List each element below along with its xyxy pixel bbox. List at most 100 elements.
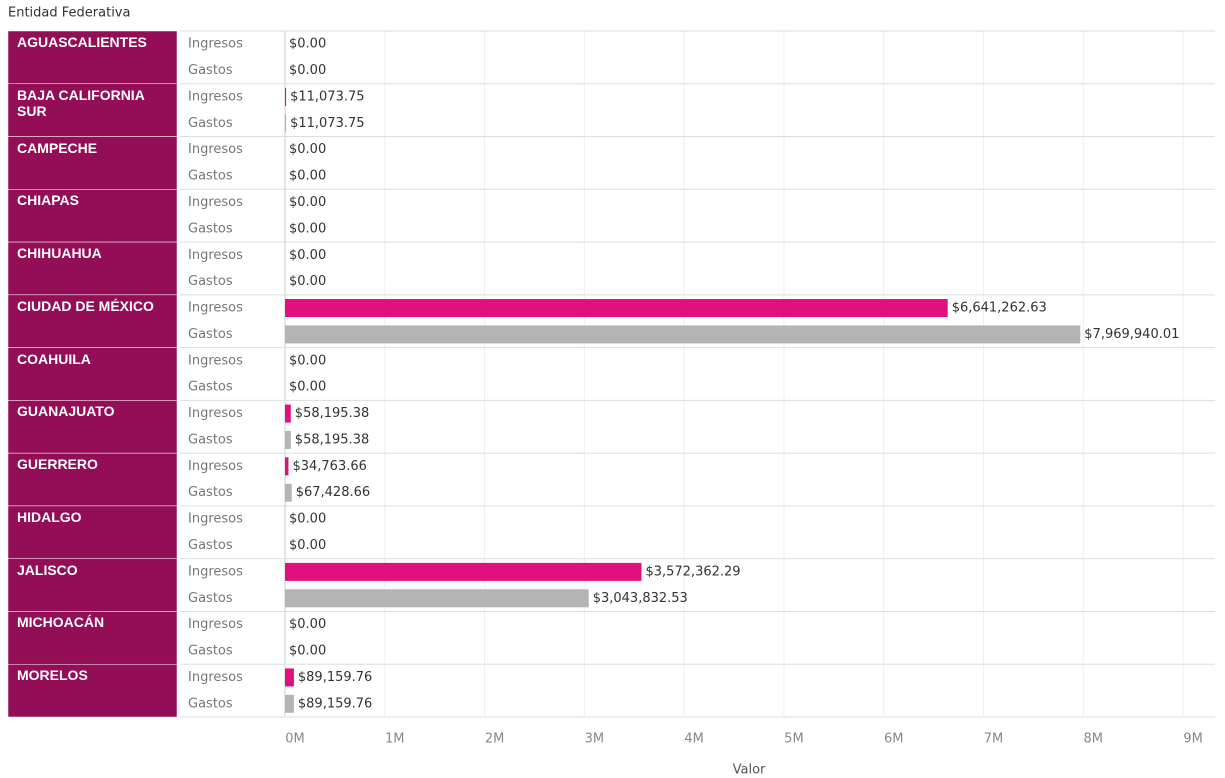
category-label: JALISCO [17,561,78,578]
header: Entidad Federativa [8,6,130,21]
category-label-box: BAJA CALIFORNIA SUR [17,86,145,119]
series-label: Gastos [188,538,233,553]
bar [285,325,1081,344]
value-label: $0.00 [289,195,326,210]
value-label: $11,073.75 [290,89,364,104]
category-label-box: CHIAPAS [17,192,79,209]
category-label: CHIHUAHUA [17,245,102,262]
category-cell [7,83,178,137]
series-label: Ingresos [188,406,243,421]
series-label: Ingresos [188,301,243,316]
value-label: $58,195.38 [295,432,369,447]
bar [285,457,289,476]
category-label-box: JALISCO [17,561,78,578]
value-label: $11,073.75 [290,116,364,131]
bar [285,694,294,713]
series-label: Gastos [188,63,233,78]
category-cell [7,136,178,190]
category-label-box: COAHUILA [17,350,91,367]
value-label: $0.00 [289,248,326,263]
series-label: Gastos [188,327,233,342]
category-label-box: MORELOS [17,667,88,684]
series-label: Ingresos [188,248,243,263]
category-cell [7,400,178,454]
category-label: GUANAJUATO [17,403,115,420]
x-tick-label: 8M [1084,732,1104,747]
x-tick-label: 5M [784,732,804,747]
bar [285,483,292,502]
series-label: Gastos [188,221,233,236]
category-label: CHIAPAS [17,192,79,209]
bar [285,430,291,449]
value-label: $0.00 [289,221,326,236]
category-label-box: GUERRERO [17,456,98,473]
value-label: $0.00 [289,169,326,184]
bar [285,114,287,133]
value-label: $0.00 [289,274,326,289]
value-label: $89,159.76 [298,696,372,711]
value-label: $3,572,362.29 [645,564,740,579]
value-label: $58,195.38 [295,406,369,421]
category-label-box: MICHOACÁN [17,614,104,630]
value-label: $6,641,262.63 [952,301,1047,316]
x-axis-label: Valor [733,763,766,778]
category-label: CIUDAD DE MÉXICO [17,297,154,314]
series-label: Ingresos [188,617,243,632]
series-label: Gastos [188,116,233,131]
category-label: CAMPECHE [17,139,98,156]
category-label: AGUASCALIENTES [17,34,147,50]
series-label: Ingresos [188,195,243,210]
series-label: Ingresos [188,353,243,368]
value-label: $0.00 [289,538,326,553]
series-label: Gastos [188,485,233,500]
category-cell [7,663,178,718]
x-tick-label: 7M [984,732,1004,747]
value-label: $7,969,940.01 [1084,327,1179,342]
category-cell [7,30,178,85]
bar [285,87,287,106]
bar [285,299,948,318]
value-label: $34,763.66 [292,459,366,474]
category-label-box: CHIHUAHUA [17,245,102,262]
series-label: Ingresos [188,459,243,474]
series-label: Gastos [188,432,233,447]
category-label-box: AGUASCALIENTES [17,34,147,50]
bar [285,404,291,423]
category-label-box: CAMPECHE [17,139,98,156]
series-label: Gastos [188,169,233,184]
x-tick-label: 3M [585,732,605,747]
category-label: COAHUILA [17,350,91,367]
value-label: $0.00 [289,142,326,157]
series-label: Ingresos [188,37,243,52]
value-label: $3,043,832.53 [593,591,688,606]
x-tick-label: 1M [385,732,405,747]
series-label: Ingresos [188,89,243,104]
category-cell [7,558,178,612]
value-label: $0.00 [289,353,326,368]
category-cell [7,505,178,559]
series-label: Gastos [188,696,233,711]
category-label: BAJA CALIFORNIA SUR [17,86,145,119]
category-label: MORELOS [17,667,88,684]
x-tick-label: 9M [1183,732,1203,747]
x-tick-label: 4M [684,732,704,747]
value-label: $0.00 [289,37,326,52]
category-label: GUERRERO [17,456,98,473]
bar [285,589,589,608]
category-label-box: CIUDAD DE MÉXICO [17,297,154,314]
x-tick-label: 2M [485,732,505,747]
bar [285,668,294,687]
series-label: Gastos [188,591,233,606]
value-label: $0.00 [289,644,326,659]
x-tick-label: 0M [285,732,305,747]
value-label: $67,428.66 [296,485,370,500]
x-tick-label: 6M [884,732,904,747]
category-cell [7,189,178,243]
category-label: HIDALGO [17,508,82,525]
series-label: Gastos [188,274,233,289]
series-label: Ingresos [188,512,243,527]
category-label-box: HIDALGO [17,508,82,525]
series-label: Ingresos [188,670,243,685]
bar [285,562,642,581]
